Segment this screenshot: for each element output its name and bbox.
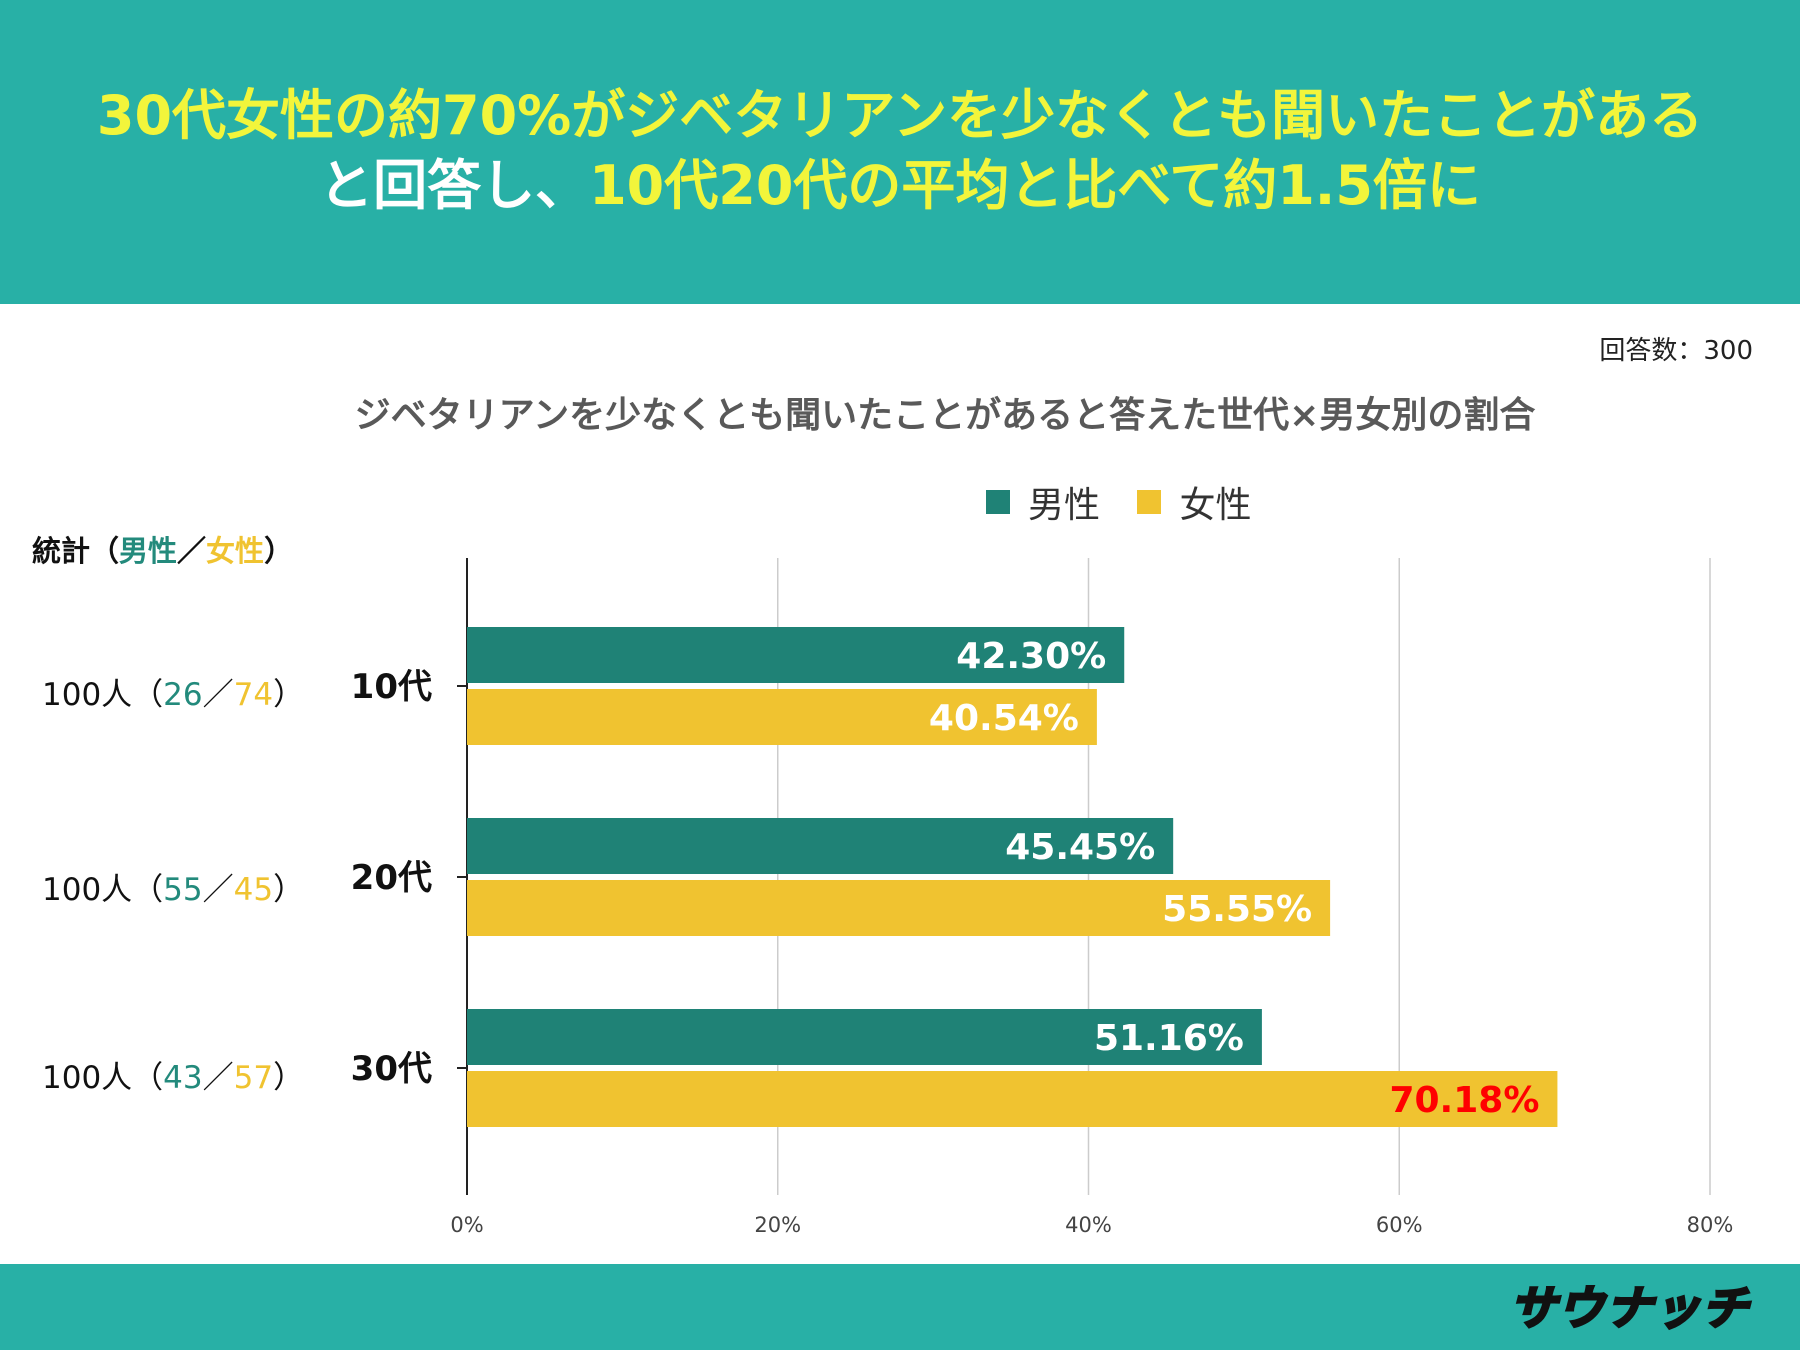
headline-line-2: と回答し、10代20代の平均と比べて約1.5倍に — [0, 154, 1800, 218]
bar-female — [467, 689, 1097, 745]
legend-swatch-female — [1137, 490, 1162, 514]
x-tick-label: 80% — [1687, 1213, 1734, 1237]
stat-male: 26 — [163, 677, 203, 713]
data-label: 42.30% — [956, 636, 1106, 677]
chart-title: ジベタリアンを少なくとも聞いたことがあると答えた世代×男女別の割合 — [354, 395, 1536, 436]
stat-row-30s: 100人（43／57） — [42, 1052, 304, 1097]
legend-item-male: 男性 — [986, 476, 1100, 528]
stat-female: 57 — [233, 1060, 274, 1096]
x-tick-label: 40% — [1065, 1213, 1112, 1237]
legend-item-female: 女性 — [1137, 476, 1251, 528]
category-label: 10代 — [351, 667, 432, 707]
response-count: 回答数：300 — [1599, 336, 1753, 366]
stats-header-sep: ／ — [177, 534, 207, 568]
stat-female: 74 — [233, 677, 274, 713]
headline-line-2-yellow: 10代20代の平均と比べて約1.5倍に — [589, 154, 1481, 217]
data-label: 70.18% — [1389, 1080, 1539, 1121]
bar-chart: 0% 20% 40% 60% 80% 10代 42.30% 40.54% 20代 45.45%55… — [351, 558, 1734, 1237]
legend-swatch-male — [986, 490, 1010, 514]
stat-close: ） — [273, 677, 305, 713]
brand-logo: サウナッチ — [1509, 1280, 1750, 1337]
chart-legend: 男性 女性 — [986, 476, 1277, 526]
x-tick-label: 20% — [754, 1213, 801, 1237]
stat-male: 55 — [163, 872, 203, 908]
headline-line-2-white: と回答し、 — [319, 154, 590, 217]
stats-header-male: 男性 — [119, 534, 178, 568]
stat-close: ） — [273, 1060, 305, 1096]
stat-sep: ／ — [202, 677, 234, 713]
stat-sep: ／ — [202, 872, 234, 908]
bar-male — [467, 627, 1125, 683]
legend-label-male: 男性 — [1028, 485, 1101, 526]
bar-female — [467, 1071, 1558, 1127]
x-tick-label: 0% — [450, 1213, 483, 1237]
category-label: 20代 — [351, 858, 432, 898]
stat-total: 100人（ — [42, 677, 164, 713]
category-label: 30代 — [351, 1049, 432, 1089]
bar-male — [467, 818, 1174, 874]
stats-header-suffix: ） — [264, 534, 294, 568]
x-tick-label: 60% — [1376, 1213, 1423, 1237]
header-banner — [0, 0, 1800, 304]
data-label: 51.16% — [1094, 1018, 1244, 1059]
stat-row-10s: 100人（26／74） — [42, 669, 304, 714]
stat-sep: ／ — [202, 1060, 234, 1096]
bar-male — [467, 1009, 1262, 1065]
bar-female — [467, 880, 1331, 936]
stats-header: 統計（男性／女性） — [32, 528, 293, 570]
legend-label-female: 女性 — [1179, 485, 1252, 526]
stat-male: 43 — [163, 1060, 203, 1096]
footer-banner — [0, 1264, 1800, 1350]
stat-close: ） — [273, 872, 305, 908]
stats-header-prefix: 統計（ — [32, 534, 120, 568]
data-label: 40.54% — [929, 698, 1079, 739]
stat-total: 100人（ — [42, 1060, 164, 1096]
headline-line-1: 30代女性の約70%がジベタリアンを少なくとも聞いたことがある — [96, 84, 1704, 147]
stats-header-female: 女性 — [206, 534, 265, 568]
data-label: 45.45% — [1005, 827, 1155, 868]
stat-row-20s: 100人（55／45） — [42, 864, 304, 909]
data-label: 55.55% — [1162, 889, 1312, 930]
stat-female: 45 — [233, 872, 274, 908]
stat-total: 100人（ — [42, 872, 164, 908]
